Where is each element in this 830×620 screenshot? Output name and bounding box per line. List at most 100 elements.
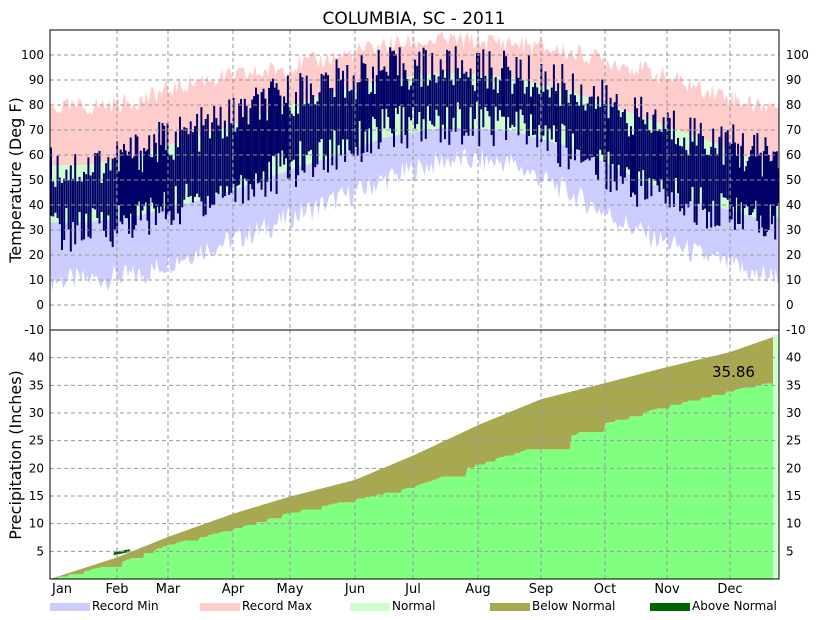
actual-temp-bar: [76, 181, 79, 226]
actual-temp-bar: [72, 178, 74, 223]
actual-temp-bar: [418, 51, 421, 112]
legend-swatch: [650, 603, 690, 611]
actual-temp-bar: [574, 95, 576, 161]
actual-temp-bar: [219, 106, 222, 186]
actual-temp-bar: [565, 90, 568, 148]
actual-temp-bar: [677, 138, 679, 194]
actual-temp-bar: [465, 71, 468, 133]
legend-item: Below Normal: [490, 599, 615, 613]
actual-temp-bar: [63, 178, 66, 240]
actual-temp-bar: [523, 93, 526, 124]
actual-temp-bar: [312, 95, 315, 177]
actual-temp-bar: [738, 167, 741, 224]
actual-temp-bar: [482, 49, 485, 128]
actual-temp-bar: [720, 126, 723, 194]
precipitation-panel: 5 10 15 20 25 30 35 40 5 10 15 20 25 30 35 40 Precipit…: [6, 330, 801, 579]
actual-temp-bar: [630, 126, 632, 197]
actual-temp-bar: [595, 108, 597, 175]
actual-temp-bar: [431, 52, 434, 125]
precipitation-y-ticks-right: 5 10 15 20 25 30 35 40: [786, 351, 801, 559]
actual-temp-bar: [590, 96, 593, 158]
month-label: Jun: [344, 582, 365, 597]
actual-temp-bar: [138, 169, 141, 202]
actual-temp-bar: [599, 106, 602, 150]
actual-temp-bar: [433, 74, 436, 127]
actual-temp-bar: [379, 70, 382, 143]
actual-temp-bar: [456, 67, 459, 103]
actual-temp-bar: [358, 82, 361, 121]
temp-y-tick-label: 90: [29, 73, 44, 87]
precip-y-tick-label: 25: [29, 434, 44, 448]
actual-temp-bar: [151, 157, 154, 203]
actual-temp-bar: [133, 156, 136, 230]
actual-temp-bar: [544, 71, 547, 126]
precip-y-tick-label: 10: [29, 517, 44, 531]
actual-temp-bar: [305, 75, 308, 155]
actual-temp-bar: [710, 146, 713, 228]
actual-temp-bar: [550, 87, 553, 140]
actual-temp-bar: [238, 103, 241, 185]
actual-temp-bar: [91, 172, 94, 209]
actual-temp-bar: [505, 56, 508, 141]
actual-temp-bar: [751, 146, 754, 213]
month-label: Jan: [51, 582, 72, 597]
actual-temp-bar: [226, 136, 229, 187]
actual-precip-area: [50, 383, 779, 579]
actual-temp-bar: [260, 92, 263, 190]
actual-temp-bar: [670, 139, 673, 193]
actual-temp-bar: [774, 152, 777, 240]
actual-temp-bar: [277, 89, 280, 154]
actual-temp-bar: [322, 75, 325, 170]
actual-temp-bar: [136, 136, 139, 206]
month-label: Nov: [654, 582, 680, 597]
actual-temp-bar: [144, 151, 147, 203]
temp-y-tick-label: 30: [29, 223, 44, 237]
actual-temp-bar: [473, 90, 476, 120]
month-label: Jul: [404, 582, 421, 597]
actual-temp-bar: [706, 154, 708, 229]
actual-temp-bar: [87, 157, 90, 237]
actual-temp-bar: [607, 118, 610, 152]
chart-title: COLUMBIA, SC - 2011: [323, 9, 506, 29]
legend-item: Above Normal: [650, 599, 777, 613]
actual-temp-bar: [578, 105, 581, 150]
actual-temp-bar: [724, 132, 727, 198]
actual-temp-bar: [588, 96, 591, 161]
actual-temp-bar: [716, 154, 719, 226]
legend-swatch: [350, 603, 390, 611]
actual-temp-bar: [658, 129, 661, 192]
actual-temp-bar: [168, 154, 171, 211]
actual-temp-bar: [753, 134, 756, 209]
actual-temp-bar: [737, 143, 740, 224]
actual-temp-bar: [375, 75, 378, 128]
month-label: Oct: [594, 582, 616, 597]
actual-temp-bar: [362, 63, 365, 153]
actual-temp-bar: [149, 157, 152, 198]
actual-temp-bar: [642, 119, 645, 171]
actual-temp-bar: [297, 113, 300, 176]
actual-temp-bar: [194, 126, 196, 197]
actual-temp-bar: [746, 160, 749, 207]
month-label: Feb: [105, 582, 128, 597]
actual-temp-bar: [119, 149, 122, 222]
actual-temp-bar: [196, 113, 199, 194]
actual-temp-bar: [767, 154, 770, 230]
actual-temp-bar: [772, 151, 775, 216]
temp-y-tick-label: 100: [21, 48, 44, 62]
temp-y-tick-label-right: 30: [786, 223, 801, 237]
actual-temp-bar: [111, 158, 114, 248]
actual-temp-bar: [650, 132, 653, 197]
actual-temp-bar: [324, 72, 327, 156]
month-axis-labels: Jan Feb Mar Apr May Jun Jul Aug Sep Oct Nov Dec: [51, 582, 743, 597]
actual-temp-bar: [718, 136, 721, 226]
actual-temp-bar: [538, 94, 541, 125]
actual-temp-bar: [398, 47, 401, 106]
actual-temp-bar: [181, 129, 184, 208]
actual-temp-bar: [615, 94, 618, 191]
actual-temp-bar: [163, 125, 166, 192]
month-label: May: [277, 582, 304, 597]
actual-temp-bar: [215, 118, 218, 193]
temp-y-tick-label: 60: [29, 148, 44, 162]
actual-temp-bar: [685, 150, 688, 204]
actual-temp-bar: [121, 152, 124, 225]
